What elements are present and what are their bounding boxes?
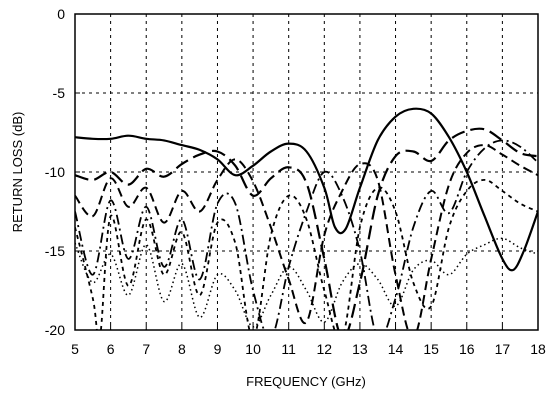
- x-tick-label: 14: [388, 341, 404, 357]
- x-axis-title: FREQUENCY (GHz): [246, 374, 366, 389]
- y-tick-label: -10: [45, 164, 65, 180]
- y-tick-label: 0: [57, 6, 65, 22]
- series-line-1-solid: [75, 107, 538, 272]
- x-tick-label: 11: [281, 341, 296, 357]
- y-axis-title: RETURN LOSS (dB): [10, 112, 25, 233]
- y-tick-label: -15: [45, 243, 65, 259]
- series-line-5-short-dash: [75, 179, 538, 330]
- x-tick-label: 9: [214, 341, 222, 357]
- series-line-6-dotted: [75, 237, 538, 328]
- x-tick-label: 6: [107, 341, 115, 357]
- grid-lines: [75, 14, 538, 330]
- x-tick-label: 17: [495, 341, 511, 357]
- series-lines: [75, 107, 538, 330]
- x-tick-label: 15: [423, 341, 439, 357]
- x-tick-label: 10: [245, 341, 261, 357]
- y-tick-label: -5: [53, 85, 66, 101]
- series-line-4-dash-dot: [75, 139, 538, 330]
- x-tick-label: 5: [71, 341, 79, 357]
- series-line-3-dash: [75, 144, 538, 330]
- x-tick-label: 18: [530, 341, 546, 357]
- x-tick-label: 8: [178, 341, 186, 357]
- y-tick-label: -20: [45, 322, 65, 338]
- series-line-2-long-dash: [75, 127, 538, 330]
- x-tick-label: 13: [352, 341, 368, 357]
- x-tick-label: 12: [317, 341, 333, 357]
- x-tick-label: 7: [142, 341, 150, 357]
- axis-ticks: 5 6 7 8 9 10 11 12 13 14 15 16 17 18 0 -5 -10 -15 -20: [45, 6, 546, 357]
- x-tick-label: 16: [459, 341, 475, 357]
